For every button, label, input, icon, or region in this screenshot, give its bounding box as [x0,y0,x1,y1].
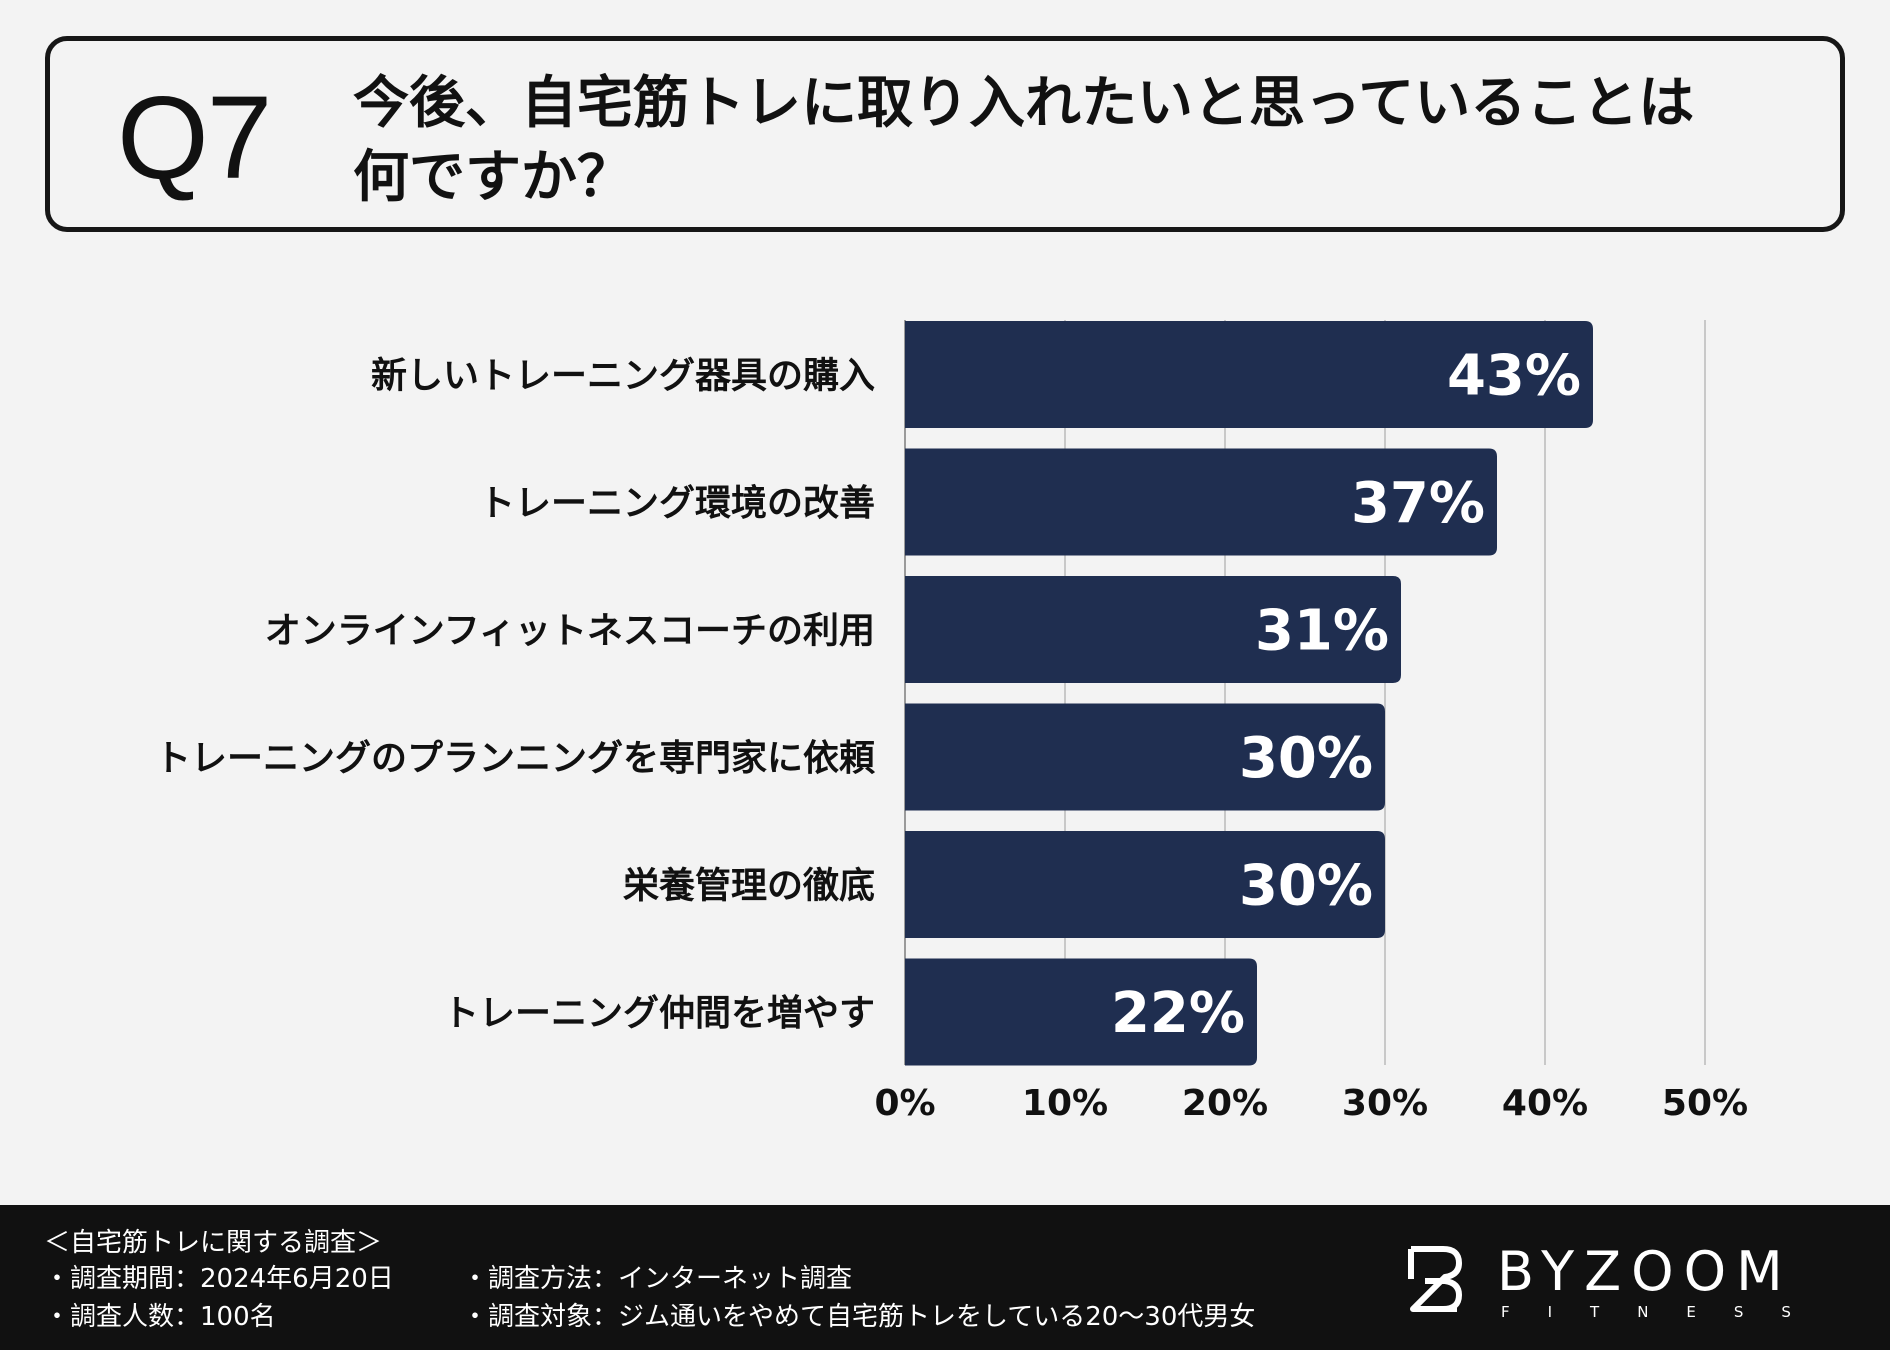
bar-value-label: 30% [1239,854,1373,919]
category-labels: 新しいトレーニング器具の購入トレーニング環境の改善オンラインフィットネスコーチの… [155,356,876,1035]
bar [905,448,1497,556]
bar-value-label: 31% [1255,599,1389,664]
question-box: Q7 今後、自宅筋トレに取り入れたいと思っていることは 何ですか？ [45,36,1845,232]
footer: ＜自宅筋トレに関する調査＞ ・調査期間：2024年6月20日 ・調査人数：100… [0,1205,1890,1350]
bar-chart: 43% 37% 31% 30% 30% 22% 新しいトレーニング器具の購入トレーニング環… [155,320,1748,1124]
byzoom-logo-icon [1408,1246,1463,1312]
x-tick-label: 20% [1182,1083,1268,1124]
survey-title: ＜自宅筋トレに関する調査＞ [44,1228,383,1258]
question-text-line-2: 何ですか？ [353,145,633,210]
category-label: 栄養管理の徹底 [623,866,875,907]
bar-value-label: 43% [1447,344,1581,409]
x-axis-ticks: 0% 10% 20% 30% 40% 50% [874,1083,1748,1124]
x-tick-label: 50% [1662,1083,1748,1124]
byzoom-logo: BYZOOM FITNESS [1405,1243,1850,1323]
x-tick-label: 40% [1502,1083,1588,1124]
category-label: トレーニング仲間を増やす [443,993,875,1034]
bar-value-label: 22% [1111,981,1245,1046]
survey-respondents: ・調査人数：100名 [44,1302,276,1332]
category-label: 新しいトレーニング器具の購入 [371,356,875,397]
question-text: 今後、自宅筋トレに取り入れたいと思っていることは 何ですか？ [353,67,1813,215]
survey-method: ・調査方法：インターネット調査 [462,1264,853,1294]
bar [905,703,1385,811]
survey-period: ・調査期間：2024年6月20日 [44,1264,394,1294]
logo-wordmark: BYZOOM [1497,1240,1793,1303]
survey-target: ・調査対象：ジム通いをやめて自宅筋トレをしている20〜30代男女 [462,1302,1256,1332]
bar [905,576,1401,683]
bar-value-label: 37% [1351,471,1485,536]
category-label: オンラインフィットネスコーチの利用 [265,611,875,652]
grid-lines [904,320,1706,1065]
category-label: トレーニング環境の改善 [479,483,875,524]
question-text-line-1: 今後、自宅筋トレに取り入れたいと思っていることは [353,71,1695,136]
question-number: Q7 [117,72,272,204]
bar [905,321,1593,428]
bar [905,831,1385,938]
bar [905,958,1257,1066]
x-tick-label: 10% [1022,1083,1108,1124]
bars: 43% 37% 31% 30% 30% 22% [905,321,1593,1066]
category-label: トレーニングのプランニングを専門家に依頼 [155,738,876,779]
x-tick-label: 0% [874,1083,935,1124]
logo-subtitle: FITNESS [1501,1303,1829,1321]
bar-value-label: 30% [1239,726,1373,791]
x-tick-label: 30% [1342,1083,1428,1124]
